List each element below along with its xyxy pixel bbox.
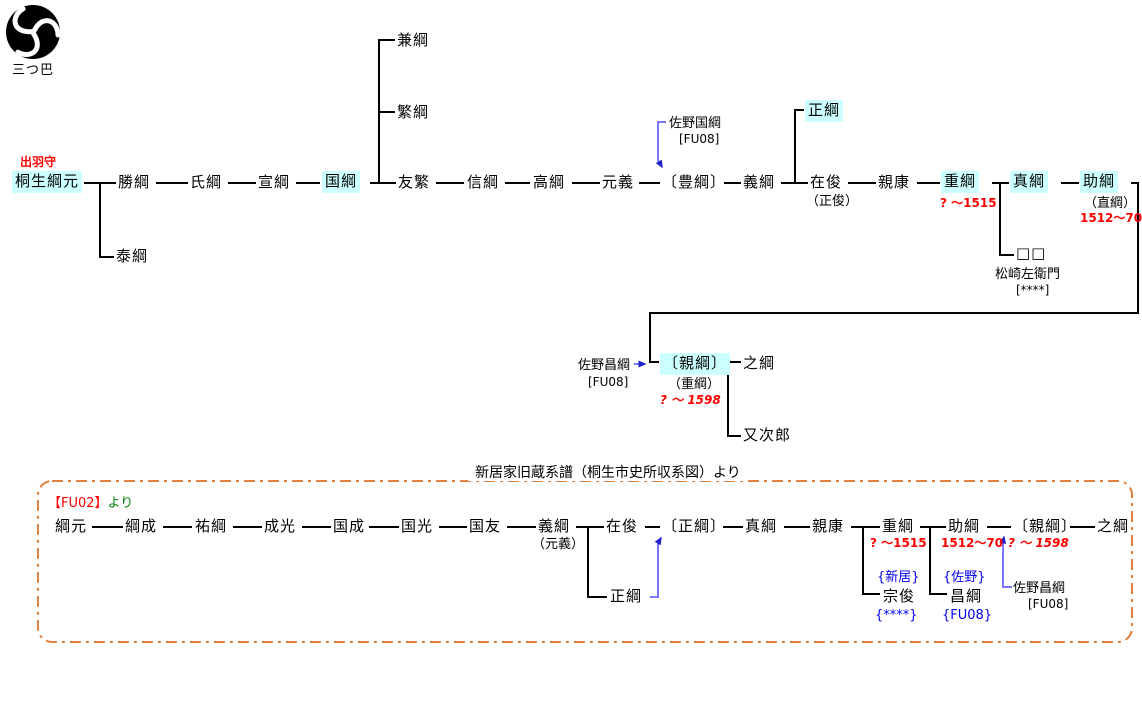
ref-matsuzaki-code: [****] <box>1016 283 1050 297</box>
node-takatsuna: 高綱 <box>533 173 566 191</box>
arrow-sano-masatsuna-bottom <box>999 535 1012 588</box>
dates-suketsuna: 1512～70 <box>1080 211 1142 225</box>
arrow-masatsuna-bottom <box>650 536 662 598</box>
node-matsuzaki: 松崎左衛門 <box>995 267 1061 282</box>
node-b-kunitomo: 国友 <box>469 517 502 535</box>
node-b-tsunamoto: 綱元 <box>55 517 88 535</box>
node-b-narimitsu: 成光 <box>264 517 297 535</box>
node-tomoshige: 友繁 <box>398 173 431 191</box>
dates-shigetsuna: ? ～1515 <box>940 196 997 210</box>
dates-b-chikatsuna: ? ～ 1598 <box>1008 536 1069 550</box>
source-line: 【FU02】より <box>48 497 133 511</box>
node-shigetsuna: 重綱 <box>941 171 980 193</box>
node-ujitsuna: 氏綱 <box>190 173 223 191</box>
node-chikatsuna: 〔親綱〕 <box>660 353 731 375</box>
node-b-suketsuna2: 助綱 <box>948 517 981 535</box>
ref-sano-kunitsuna: 佐野国綱 <box>669 116 722 131</box>
ref-munetoshi-code: {****} <box>875 608 918 623</box>
node-b-yukitsuna: 之綱 <box>1097 517 1130 535</box>
node-matsuzaki-boxes: □□ <box>1016 244 1047 262</box>
dates-b-suketsuna: 1512～70 <box>941 536 1004 550</box>
node-b-shigetsuna: 重綱 <box>882 517 915 535</box>
node-b-aritoshi: 在俊 <box>606 517 639 535</box>
mitsudomoe-crest-icon <box>6 5 61 59</box>
node-b-munetoshi: 宗俊 <box>883 587 916 605</box>
node-b-masatsuna: 正綱 <box>610 587 643 605</box>
node-yasutsuna: 泰綱 <box>116 247 149 265</box>
node-b-chikayasu: 親康 <box>812 517 845 535</box>
node-kunitsuna: 国綱 <box>322 171 361 193</box>
alias-suketsuna: （直綱） <box>1084 196 1137 211</box>
node-yoshitsuna: 義綱 <box>743 173 776 191</box>
node-masatsuna: 正綱 <box>805 100 844 122</box>
node-b-masatsuna-sano: 昌綱 <box>950 587 983 605</box>
node-suketsuna: 助綱 <box>1080 171 1119 193</box>
node-katsutsuna: 勝綱 <box>118 173 151 191</box>
node-nobutsuna-sen: 宣綱 <box>258 173 291 191</box>
node-toyotsuna: 〔豊綱〕 <box>662 173 727 191</box>
node-kiryu-tsunamoto: 桐生綱元 <box>12 171 83 193</box>
crest-label: 三つ巴 <box>12 63 55 78</box>
node-b-sanetsuna: 真綱 <box>745 517 778 535</box>
source-suffix: より <box>107 496 134 511</box>
node-yukitsuna: 之綱 <box>743 354 776 372</box>
ref-masatsuna-sano-code: {FU08} <box>942 608 993 623</box>
node-matajiro: 又次郎 <box>743 426 792 444</box>
node-motoyoshi: 元義 <box>602 173 635 191</box>
tag-arai: {新居} <box>877 570 920 585</box>
alias-aritoshi: （正俊） <box>806 194 859 209</box>
ref-sano-masatsuna-bottom-code: [FU08] <box>1028 597 1069 611</box>
node-sanetsuna: 真綱 <box>1010 171 1049 193</box>
node-kanetsuna: 兼綱 <box>397 31 430 49</box>
node-chikayasu: 親康 <box>878 173 911 191</box>
alias-chikatsuna: （重綱） <box>668 377 721 392</box>
arrow-sano-kunitsuna <box>655 121 666 169</box>
node-b-chikatsuna: 〔親綱〕 <box>1013 517 1078 535</box>
node-b-yoshitsuna: 義綱 <box>538 517 571 535</box>
dates-b-shigetsuna: ? ～1515 <box>870 536 927 550</box>
title-dewa-no-kami: 出羽守 <box>20 155 57 169</box>
tag-sano: {佐野} <box>943 570 986 585</box>
source-box-border <box>37 480 1133 643</box>
node-aritoshi: 在俊 <box>810 173 843 191</box>
node-b-masatsuna-br: 〔正綱〕 <box>662 517 727 535</box>
dates-chikatsuna: ? ～ 1598 <box>660 393 721 407</box>
ref-sano-kunitsuna-code: [FU08] <box>679 132 720 146</box>
source-box-title: 新居家旧蔵系譜（桐生市史所収系図）より <box>468 466 748 481</box>
alias-b-yoshitsuna: （元義） <box>532 537 585 552</box>
node-b-suketsuna: 祐綱 <box>195 517 228 535</box>
wrap-line <box>649 182 1139 363</box>
node-nobutsuna: 信綱 <box>467 173 500 191</box>
node-b-tsunanari: 綱成 <box>125 517 158 535</box>
node-b-kunimitsu: 国光 <box>401 517 434 535</box>
node-shigetsuna-b: 繁綱 <box>397 103 430 121</box>
ref-sano-masatsuna-top-code: [FU08] <box>588 375 629 389</box>
ref-sano-masatsuna-top: 佐野昌綱 <box>578 358 631 373</box>
source-tag: 【FU02】 <box>48 496 108 511</box>
node-b-kuninari: 国成 <box>333 517 366 535</box>
ref-sano-masatsuna-bottom: 佐野昌綱 <box>1013 581 1066 596</box>
